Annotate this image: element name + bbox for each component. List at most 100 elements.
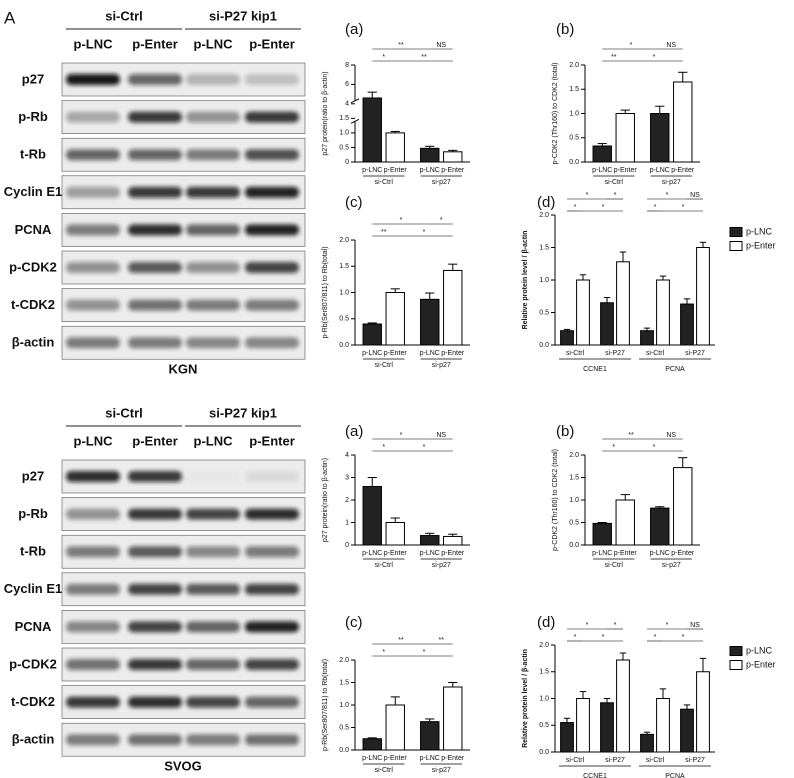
significance-label: *: [382, 444, 385, 451]
bar-label: p-Enter: [614, 167, 638, 174]
group-label: PCNA: [665, 366, 685, 373]
band: [66, 734, 120, 746]
y-tick-label: 0.5: [339, 724, 349, 731]
bar-label: p-Enter: [441, 755, 465, 762]
band: [128, 508, 182, 520]
panel-label: A: [4, 8, 16, 27]
band: [128, 621, 182, 633]
x-tick-label: si-Ctrl: [605, 179, 624, 186]
significance-label: NS: [436, 432, 446, 439]
x-tick-label: si-Ctrl: [566, 757, 585, 764]
row-label: β-actin: [12, 335, 55, 350]
chart-title: (c): [345, 614, 363, 631]
y-tick-label: 0.5: [539, 722, 549, 729]
chart-title: (c): [345, 194, 363, 211]
bar-label: p-LNC: [420, 350, 440, 357]
band: [245, 583, 299, 595]
band: [128, 111, 182, 123]
band: [66, 186, 120, 198]
band: [186, 186, 240, 198]
x-tick-label: si-Ctrl: [646, 757, 665, 764]
bar: [696, 671, 710, 753]
group-header: si-P27 kip1: [209, 405, 277, 420]
y-tick-label: 1.0: [339, 130, 349, 137]
lane-label: p-Enter: [132, 36, 178, 51]
y-axis-label: p27 protein(ratio to β-actin): [322, 71, 329, 155]
y-axis-label: p-Rb(Ser807/811) to Rb(total): [322, 659, 329, 751]
y-tick-label: 0.0: [569, 542, 579, 549]
chart-title: (b): [556, 423, 574, 440]
bar: [385, 522, 405, 546]
significance-label: *: [423, 444, 426, 451]
significance-label: *: [614, 622, 617, 629]
bar: [600, 702, 614, 753]
band: [128, 659, 182, 670]
y-axis-label: p-CDK2 (Thr160) to CDK2 (total): [552, 63, 559, 165]
x-tick-label: si-P27: [685, 757, 705, 764]
significance-label: **: [398, 42, 404, 49]
band: [245, 299, 299, 311]
bar-label: p-Enter: [384, 350, 408, 357]
chart-title: (d): [537, 194, 555, 211]
band: [186, 262, 240, 273]
x-tick-label: si-Ctrl: [646, 350, 665, 357]
x-tick-label: si-Ctrl: [375, 562, 394, 569]
band: [186, 734, 240, 746]
y-tick-label: 1.0: [339, 702, 349, 709]
cell-line-label: SVOG: [164, 758, 202, 773]
band: [245, 262, 299, 273]
band: [66, 583, 120, 595]
band: [245, 546, 299, 558]
bar: [385, 292, 405, 346]
significance-label: *: [653, 444, 656, 451]
band: [186, 149, 240, 161]
y-tick-label: 6: [345, 81, 349, 88]
bar-label: p-LNC: [420, 550, 440, 557]
group-label: CCNE1: [583, 366, 607, 373]
row-label: p-CDK2: [9, 259, 57, 274]
y-tick-label: 2.0: [569, 62, 579, 69]
y-tick-label: 1.5: [339, 263, 349, 270]
band: [66, 621, 120, 633]
bar: [616, 261, 630, 346]
bar: [443, 686, 463, 751]
row-label: p-Rb: [18, 506, 48, 521]
significance-label: *: [654, 634, 657, 641]
significance-label: NS: [666, 42, 676, 49]
band: [66, 74, 120, 85]
cell-line-label: KGN: [169, 361, 198, 376]
y-axis-label: Relative protein level / β-actin: [522, 649, 529, 748]
significance-label: *: [602, 204, 605, 211]
group-label: PCNA: [665, 773, 685, 778]
band: [245, 111, 299, 123]
band: [128, 471, 182, 482]
y-tick-label: 0.5: [539, 309, 549, 316]
x-tick-label: si-p27: [432, 767, 451, 774]
band: [245, 337, 299, 349]
y-tick-label: 1.5: [539, 669, 549, 676]
y-tick-label: 2.0: [339, 657, 349, 664]
row-label: Cyclin E1: [4, 184, 63, 199]
legend-label: p-Enter: [746, 240, 776, 250]
y-tick-label: 1.5: [569, 86, 579, 93]
bar: [420, 535, 440, 546]
x-tick-label: si-p27: [662, 179, 681, 186]
row-label: p-CDK2: [9, 656, 57, 671]
band: [245, 149, 299, 161]
group-header: si-Ctrl: [105, 8, 143, 23]
bar: [420, 721, 440, 751]
y-tick-label: 4: [345, 101, 349, 108]
band: [186, 299, 240, 311]
band: [128, 546, 182, 558]
y-axis-label: p27 protein(ratio to β-actin): [322, 458, 329, 542]
bar: [576, 279, 590, 346]
bar-label: p-Enter: [384, 755, 408, 762]
y-tick-label: 2: [345, 497, 349, 504]
bar: [576, 698, 590, 753]
lane-label: p-LNC: [194, 433, 234, 448]
significance-label: NS: [666, 432, 676, 439]
bar: [443, 151, 463, 163]
bar: [420, 147, 440, 163]
row-label: p27: [22, 468, 44, 483]
bar-label: p-LNC: [362, 350, 382, 357]
